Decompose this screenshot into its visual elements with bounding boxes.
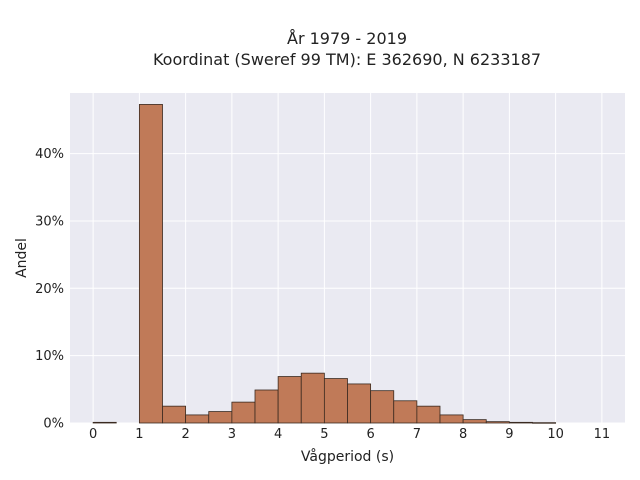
histogram-bar xyxy=(138,104,163,424)
x-tick-label: 4 xyxy=(274,427,282,442)
y-tick-label: 40% xyxy=(35,147,64,162)
histogram-bar xyxy=(231,401,256,424)
histogram-bar xyxy=(323,378,348,424)
histogram-bar xyxy=(462,419,487,424)
x-tick-label: 7 xyxy=(413,427,421,442)
histogram-bars xyxy=(92,104,557,424)
histogram-bar xyxy=(485,421,510,424)
histogram-bar xyxy=(277,376,302,424)
chart-title: År 1979 - 2019 Koordinat (Sweref 99 TM):… xyxy=(0,28,640,70)
y-axis-title: Andel xyxy=(14,238,30,278)
histogram-bar xyxy=(508,421,533,424)
x-tick-label: 8 xyxy=(459,427,467,442)
y-tick-label: 0% xyxy=(43,417,64,432)
histogram-bar xyxy=(208,411,233,424)
x-tick-label: 9 xyxy=(505,427,513,442)
histogram-bar xyxy=(162,405,187,424)
chart-title-line-1: År 1979 - 2019 xyxy=(287,29,407,48)
y-tick-label: 20% xyxy=(35,282,64,297)
histogram-bar xyxy=(254,389,279,424)
histogram-bar xyxy=(300,372,325,424)
x-tick-label: 10 xyxy=(547,427,564,442)
x-tick-label: 3 xyxy=(228,427,236,442)
x-tick-label: 0 xyxy=(89,427,97,442)
histogram-bar xyxy=(347,383,372,424)
histogram-bar xyxy=(393,400,418,424)
x-tick-label: 6 xyxy=(366,427,374,442)
y-tick-label: 10% xyxy=(35,349,64,364)
x-axis-title: Vågperiod (s) xyxy=(301,448,394,465)
histogram-bar xyxy=(532,422,557,424)
histogram-bar xyxy=(185,414,210,424)
x-tick-label: 5 xyxy=(320,427,328,442)
chart-title-line-2: Koordinat (Sweref 99 TM): E 362690, N 62… xyxy=(152,50,542,69)
x-tick-label: 2 xyxy=(181,427,189,442)
histogram-bar xyxy=(439,414,464,424)
x-tick-label: 11 xyxy=(594,427,611,442)
x-tick-label: 1 xyxy=(135,427,143,442)
axis-ticks: 0 1 2 3 4 5 6 7 8 9 10 11 0% 10% 20% 30% 40% xyxy=(35,147,610,442)
histogram-bar xyxy=(416,405,441,424)
histogram-bar xyxy=(92,421,117,424)
y-tick-label: 30% xyxy=(35,214,64,229)
histogram-bar xyxy=(370,390,395,424)
grid-lines xyxy=(70,93,625,424)
